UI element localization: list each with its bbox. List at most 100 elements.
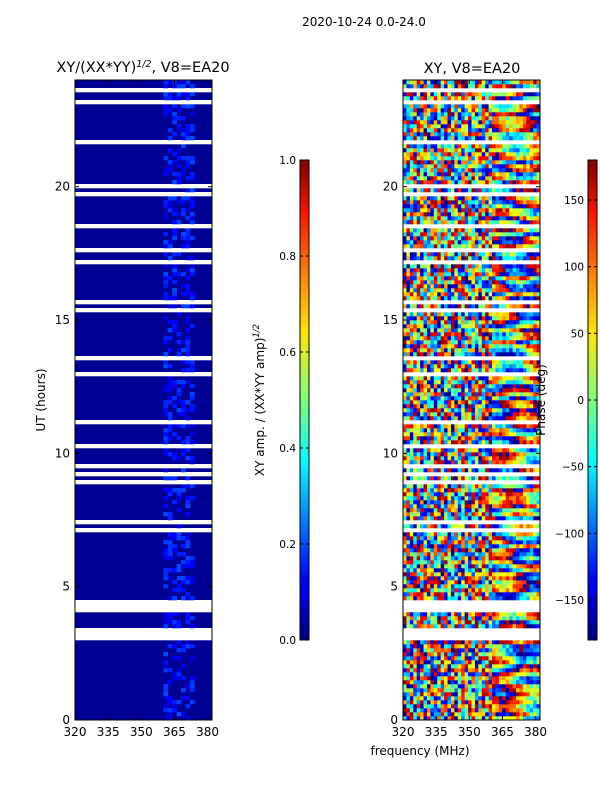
heatmap-cell [444, 564, 448, 569]
heatmap-cell [176, 116, 182, 121]
heatmap-cell [440, 584, 445, 589]
heatmap-cell [423, 540, 428, 545]
heatmap-cell [450, 524, 455, 529]
heatmap-cell [416, 672, 421, 677]
heatmap-cell [189, 212, 195, 217]
heatmap-cell [509, 624, 513, 629]
heatmap-cell [416, 188, 421, 193]
heatmap-cell [471, 652, 476, 657]
heatmap-cell [406, 580, 411, 585]
heatmap-cell [461, 324, 465, 329]
heatmap-cell [172, 488, 177, 493]
heatmap-cell [481, 200, 486, 205]
heatmap-cell [464, 340, 469, 345]
heatmap-cell [450, 680, 455, 685]
heatmap-cell [492, 556, 496, 561]
heatmap-cell [495, 576, 500, 581]
heatmap-cell [437, 704, 441, 709]
heatmap-cell [529, 548, 534, 553]
flagged-row [75, 608, 212, 613]
heatmap-cell [509, 508, 513, 513]
heatmap-cell [498, 440, 503, 445]
heatmap-cell [454, 396, 459, 401]
heatmap-cell [430, 216, 435, 221]
heatmap-cell [189, 688, 195, 693]
heatmap-cell [426, 536, 431, 541]
heatmap-cell [423, 384, 428, 389]
heatmap-cell [163, 84, 169, 89]
heatmap-cell [519, 584, 524, 589]
heatmap-cell [512, 692, 517, 697]
heatmap-cell [478, 252, 483, 257]
heatmap-cell [409, 536, 414, 541]
heatmap-cell [413, 488, 417, 493]
heatmap-cell [471, 436, 476, 441]
heatmap-cell [416, 288, 421, 293]
heatmap-cell [457, 692, 462, 697]
heatmap-cell [468, 312, 472, 317]
heatmap-cell [430, 380, 435, 385]
heatmap-cell [512, 364, 517, 369]
heatmap-cell [440, 348, 445, 353]
heatmap-cell [440, 328, 445, 333]
heatmap-cell [516, 508, 520, 513]
heatmap-cell [185, 556, 191, 561]
heatmap-cell [471, 616, 476, 621]
heatmap-cell [423, 504, 428, 509]
heatmap-cell [433, 540, 438, 545]
heatmap-cell [488, 500, 493, 505]
heatmap-cell [474, 512, 479, 517]
heatmap-cell [502, 256, 507, 261]
heatmap-cell [461, 612, 465, 617]
heatmap-cell [512, 348, 517, 353]
heatmap-cell [403, 668, 407, 673]
heatmap-cell [488, 288, 493, 293]
heatmap-cell [172, 160, 177, 165]
heatmap-cell [509, 676, 513, 681]
heatmap-cell [413, 668, 417, 673]
flagged-row [403, 224, 540, 229]
heatmap-cell [423, 188, 428, 193]
heatmap-cell [416, 408, 421, 413]
heatmap-cell [433, 416, 438, 421]
heatmap-cell [522, 712, 527, 717]
x-tick-label: 320 [64, 725, 87, 739]
heatmap-cell [474, 384, 479, 389]
heatmap-cell [181, 292, 186, 297]
heatmap-cell [447, 448, 452, 453]
heatmap-cell [426, 256, 431, 261]
heatmap-cell [420, 584, 424, 589]
heatmap-cell [423, 212, 428, 217]
heatmap-cell [464, 196, 469, 201]
heatmap-cell [454, 624, 459, 629]
heatmap-cell [423, 352, 428, 357]
heatmap-cell [403, 540, 407, 545]
heatmap-cell [440, 292, 445, 297]
heatmap-cell [426, 512, 431, 517]
heatmap-cell [416, 568, 421, 573]
heatmap-cell [181, 644, 186, 649]
heatmap-cell [437, 588, 441, 593]
heatmap-cell [536, 452, 541, 457]
heatmap-cell [464, 456, 469, 461]
heatmap-cell [185, 276, 191, 281]
heatmap-cell [403, 588, 407, 593]
heatmap-cell [185, 288, 191, 293]
heatmap-cell [519, 228, 524, 233]
heatmap-cell [457, 320, 462, 325]
heatmap-cell [444, 456, 448, 461]
heatmap-cell [516, 532, 520, 537]
heatmap-cell [512, 236, 517, 241]
heatmap-cell [437, 460, 441, 465]
heatmap-cell [181, 676, 186, 681]
heatmap-cell [409, 208, 414, 213]
heatmap-cell [526, 560, 531, 565]
heatmap-cell [457, 676, 462, 681]
heatmap-cell [471, 668, 476, 673]
heatmap-cell [420, 296, 424, 301]
flagged-row [403, 632, 540, 637]
heatmap-cell [461, 384, 465, 389]
heatmap-cell [416, 596, 421, 601]
heatmap-cell [509, 456, 513, 461]
heatmap-cell [454, 548, 459, 553]
